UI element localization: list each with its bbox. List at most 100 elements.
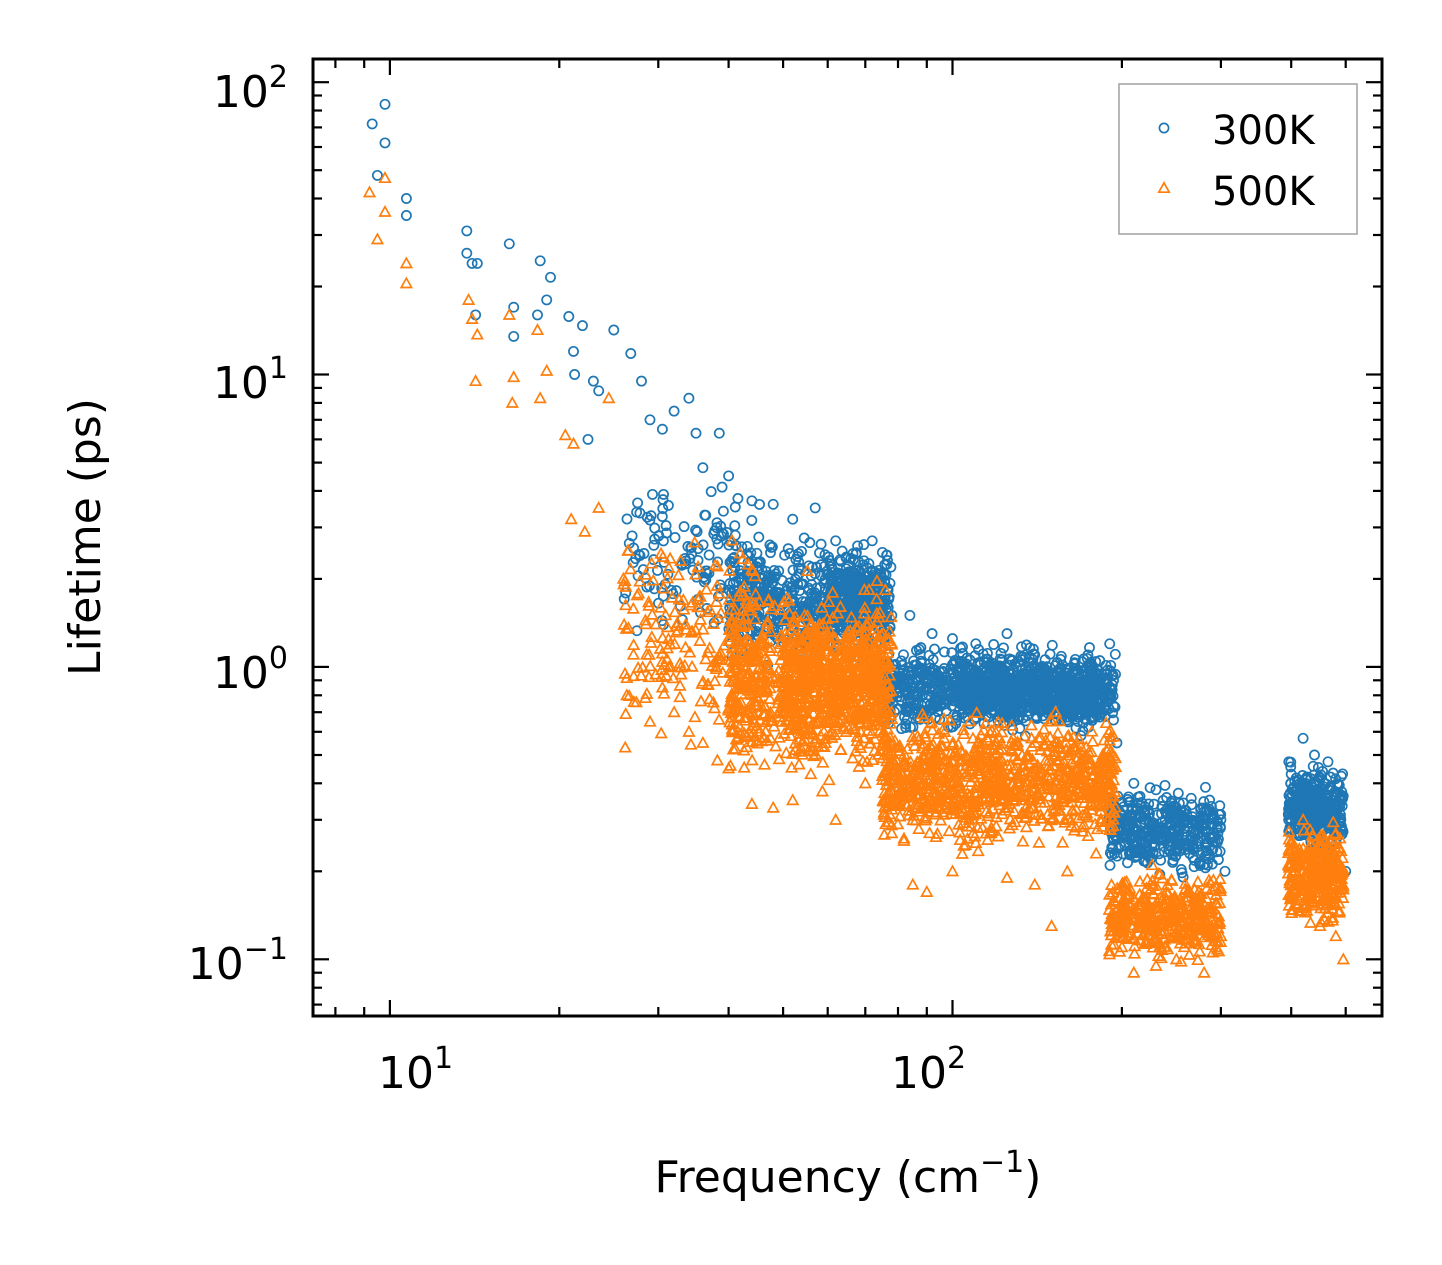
scatter-markers: [362, 98, 1352, 978]
data-point-300k: [1111, 850, 1123, 862]
data-point-300k: [729, 501, 741, 513]
data-point-300k: [734, 565, 746, 577]
data-point-300k: [905, 669, 917, 681]
data-point-300k: [1154, 827, 1166, 839]
data-point-300k: [895, 655, 907, 667]
data-point-300k: [1070, 722, 1082, 734]
data-point-300k: [1185, 832, 1197, 844]
data-point-300k: [1105, 659, 1117, 671]
data-point-300k: [1017, 673, 1029, 685]
data-point-300k: [1100, 668, 1112, 680]
data-point-300k: [1007, 704, 1019, 715]
data-point-300k: [705, 486, 717, 498]
data-point-300k: [669, 532, 681, 543]
data-point-300k: [1084, 696, 1096, 708]
data-point-300k: [1322, 756, 1334, 768]
data-point-300k: [721, 527, 733, 538]
data-point-300k: [626, 530, 638, 542]
data-point-300k: [1170, 832, 1182, 844]
data-point-300k: [1146, 818, 1158, 830]
data-point-300k: [910, 687, 922, 699]
data-point-300k: [850, 548, 862, 560]
data-point-300k: [1090, 686, 1102, 698]
data-point-300k: [981, 647, 993, 659]
data-point-300k: [703, 549, 715, 561]
data-point-300k: [662, 499, 674, 511]
data-point-300k: [662, 568, 674, 580]
data-point-300k: [729, 520, 741, 532]
data-point-300k: [632, 497, 644, 509]
data-point-300k: [660, 520, 672, 532]
data-point-300k: [915, 679, 927, 691]
data-point-300k: [716, 481, 728, 493]
data-point-300k: [1085, 672, 1097, 684]
data-point-300k: [1048, 670, 1059, 682]
data-point-300k: [796, 545, 807, 557]
data-point-300k: [1036, 690, 1048, 702]
data-point-300k: [1028, 704, 1040, 716]
data-point-300k: [1194, 816, 1206, 828]
data-point-300k: [786, 580, 798, 592]
data-point-300k: [717, 505, 729, 517]
data-point-300k: [1173, 834, 1185, 846]
data-point-300k: [657, 590, 669, 602]
data-point-300k: [1107, 841, 1118, 853]
data-point-300k: [1212, 827, 1224, 839]
data-point-300k: [1015, 650, 1027, 662]
data-point-300k: [974, 656, 986, 668]
data-point-300k: [874, 568, 886, 580]
data-point-300k: [724, 577, 736, 589]
data-point-300k: [966, 664, 978, 676]
data-point-300k: [765, 541, 777, 553]
data-point-300k: [692, 554, 704, 566]
data-point-300k: [923, 649, 935, 661]
data-point-300k: [1204, 806, 1216, 818]
data-point-300k: [924, 662, 936, 674]
data-point-300k: [1128, 825, 1140, 837]
data-point-300k: [998, 642, 1009, 654]
data-point-300k: [1123, 847, 1135, 859]
data-point-300k: [1003, 693, 1015, 705]
data-point-300k: [1147, 846, 1159, 858]
data-point-300k: [647, 488, 658, 500]
data-point-300k: [679, 558, 691, 570]
data-point-300k: [947, 676, 959, 687]
data-point-300k: [1059, 695, 1071, 706]
data-point-300k: [1161, 821, 1173, 833]
data-point-300k: [1021, 692, 1033, 704]
data-point-300k: [1185, 792, 1197, 804]
data-point-300k: [1107, 690, 1119, 702]
data-point-300k: [1204, 794, 1216, 806]
data-point-300k: [1104, 688, 1116, 699]
data-point-300k: [1024, 673, 1036, 685]
data-point-300k: [1037, 710, 1049, 722]
data-point-300k: [965, 679, 977, 691]
data-point-300k: [1039, 654, 1051, 666]
data-point-300k: [973, 644, 985, 655]
data-point-300k: [1072, 674, 1084, 686]
data-point-300k: [1200, 862, 1211, 874]
data-point-300k: [938, 646, 950, 658]
data-point-300k: [896, 659, 908, 671]
data-point-300k: [911, 644, 922, 656]
data-point-300k: [782, 543, 794, 555]
data-point-300k: [1175, 864, 1187, 875]
data-point-300k: [806, 579, 818, 590]
data-point-300k: [904, 702, 916, 714]
data-point-300k: [727, 553, 739, 565]
data-point-300k: [1167, 856, 1179, 868]
data-point-300k: [771, 587, 783, 599]
data-point-300k: [912, 697, 924, 709]
data-point-300k: [1194, 860, 1206, 871]
data-point-300k: [961, 662, 973, 674]
data-point-300k: [982, 667, 994, 679]
data-point-300k: [670, 585, 682, 597]
data-point-300k: [965, 700, 977, 712]
data-point-300k: [1036, 704, 1048, 716]
data-point-300k: [1124, 796, 1136, 808]
data-point-300k: [1200, 781, 1211, 793]
data-point-300k: [1129, 846, 1141, 857]
data-point-300k: [934, 713, 946, 725]
data-point-300k: [852, 540, 864, 552]
data-point-300k: [988, 639, 1000, 650]
